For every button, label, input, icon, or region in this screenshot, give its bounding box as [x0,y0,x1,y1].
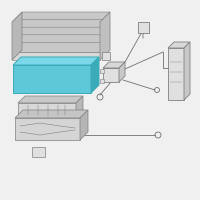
Polygon shape [15,110,88,118]
Polygon shape [168,42,190,48]
Polygon shape [12,42,110,52]
FancyBboxPatch shape [102,52,110,60]
Polygon shape [12,20,110,30]
FancyBboxPatch shape [32,146,44,156]
Polygon shape [15,118,80,140]
Polygon shape [12,52,100,60]
Polygon shape [119,62,125,82]
Polygon shape [103,68,119,82]
Polygon shape [12,30,100,37]
Polygon shape [12,12,110,22]
Polygon shape [12,12,22,60]
Polygon shape [18,96,83,103]
Polygon shape [12,27,110,37]
Polygon shape [184,42,190,100]
Polygon shape [76,96,83,117]
Polygon shape [168,48,184,100]
Polygon shape [80,110,88,140]
FancyBboxPatch shape [100,69,104,73]
Polygon shape [18,103,76,117]
Polygon shape [12,35,110,45]
Polygon shape [13,57,99,65]
Polygon shape [103,62,125,68]
FancyBboxPatch shape [138,21,148,32]
Polygon shape [12,22,100,30]
Polygon shape [12,45,100,52]
Polygon shape [100,12,110,60]
Polygon shape [12,37,100,45]
Polygon shape [13,65,91,93]
FancyBboxPatch shape [100,79,104,83]
Polygon shape [91,57,99,93]
